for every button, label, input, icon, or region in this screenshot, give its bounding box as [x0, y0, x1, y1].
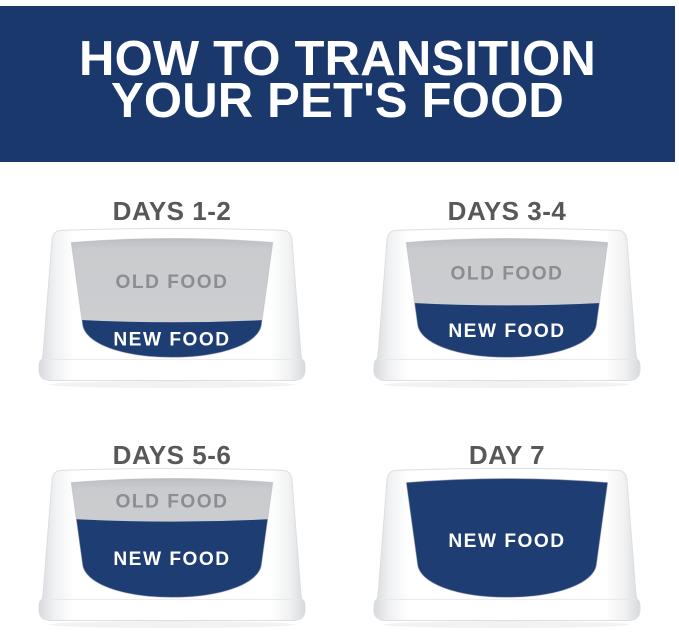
- header-banner: HOW TO TRANSITION YOUR PET'S FOOD: [0, 6, 675, 162]
- bowl-inner-rim: [405, 477, 609, 598]
- old-food-label: OLD FOOD: [450, 263, 563, 284]
- bowl-shadow: [49, 621, 295, 629]
- title-line-1: HOW TO TRANSITION: [79, 32, 596, 86]
- new-food-label: NEW FOOD: [448, 321, 565, 342]
- day-label-day-7: DAY 7: [468, 440, 546, 470]
- new-food-area: [71, 319, 273, 358]
- bowl-days-5-6: OLD FOOD NEW FOOD: [37, 466, 307, 629]
- day-label-days-1-2: DAYS 1-2: [112, 196, 232, 226]
- old-food-label: OLD FOOD: [115, 492, 228, 513]
- new-food-label: NEW FOOD: [113, 549, 230, 570]
- new-food-area: [71, 518, 273, 598]
- title-line-2: YOUR PET'S FOOD: [111, 74, 564, 128]
- new-food-label: NEW FOOD: [113, 329, 230, 350]
- new-food-area: [406, 478, 608, 598]
- day-label-days-5-6: DAYS 5-6: [112, 440, 232, 470]
- panel-days-3-4: DAYS 3-4 OLD FOOD NEW FOOD: [372, 196, 642, 389]
- bowl-days-1-2: OLD FOOD NEW FOOD: [37, 226, 307, 389]
- old-food-label: OLD FOOD: [115, 272, 228, 293]
- page-title: HOW TO TRANSITION YOUR PET'S FOOD: [79, 32, 596, 128]
- bowl-days-3-4: OLD FOOD NEW FOOD: [372, 226, 642, 389]
- bowl-inner-rim: [70, 237, 274, 358]
- panel-days-5-6: DAYS 5-6 OLD FOOD NEW FOOD: [37, 440, 307, 629]
- panel-day-7: DAY 7 NEW FOOD: [372, 440, 642, 629]
- bowl-shadow: [384, 381, 630, 389]
- bowl-shadow: [49, 381, 295, 389]
- bowl-day-7: NEW FOOD: [372, 466, 642, 629]
- bowl-shadow: [384, 621, 630, 629]
- bowl-inner-rim: [405, 237, 609, 358]
- bowl-inner-rim: [70, 477, 274, 598]
- panel-days-1-2: DAYS 1-2 OLD FOOD NEW FOOD: [37, 196, 307, 389]
- new-food-label: NEW FOOD: [448, 531, 565, 552]
- new-food-area: [406, 302, 608, 358]
- day-label-days-3-4: DAYS 3-4: [447, 196, 567, 226]
